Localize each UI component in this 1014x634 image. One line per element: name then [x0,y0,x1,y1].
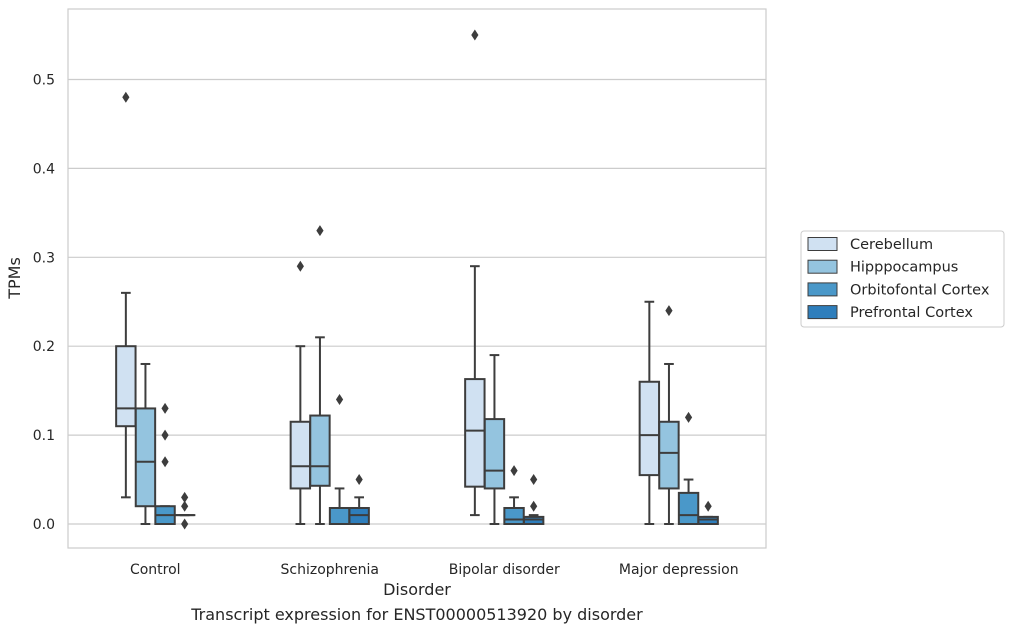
plot-frame [67,8,767,549]
y-tick-label: 0.5 [33,73,55,89]
legend-swatch [807,305,838,320]
box [173,491,196,530]
box [348,474,370,525]
box-body [503,506,525,525]
box [638,300,661,525]
x-tick-label: Major depression [619,562,739,578]
legend-label: Orbitofontal Cortex [850,282,990,298]
outlier-point [355,474,363,486]
box [289,260,312,525]
legend-swatch [807,259,838,274]
outlier-point [161,402,169,414]
y-tick-label: 0.4 [33,161,55,177]
outlier-point [161,429,169,441]
box [309,225,331,525]
outlier-point [181,491,189,503]
series-orbitofontal-cortex [154,394,700,526]
box [115,91,137,499]
legend-swatch [807,282,838,297]
x-axis-label: Disorder [383,580,451,599]
outlier-point [181,500,189,512]
x-tick-label: Bipolar disorder [449,562,560,578]
outlier-point [665,305,673,317]
y-axis-ticks: 0.0 0.1 0.2 0.3 0.4 0.5 [33,73,55,534]
legend: Cerebellum Hipppocampus Orbitofontal Corte… [800,230,1005,328]
box [154,402,176,526]
box-body [677,491,700,526]
outlier-point [181,518,189,530]
box-series [115,29,719,530]
box-body [483,418,506,490]
outlier-point [335,394,344,406]
series-cerebellum [115,29,661,525]
box-body [309,414,331,487]
box [464,29,486,517]
outlier-point [530,500,538,512]
legend-swatch [807,237,838,251]
y-tick-label: 0.2 [33,339,55,355]
box [483,354,506,525]
legend-item: Prefrontal Cortex [807,305,973,321]
box [677,411,700,526]
box [658,305,680,525]
outlier-point [316,225,324,237]
legend-item: Hipppocampus [807,259,958,276]
y-tick-label: 0.3 [33,250,55,266]
x-axis-ticks: Control Schizophrenia Bipolar disorder Majo… [130,562,739,578]
box [697,500,719,526]
outlier-point [684,411,693,423]
legend-item: Orbitofontal Cortex [807,282,990,298]
y-tick-label: 0.0 [33,517,55,533]
x-tick-label: Control [130,562,181,578]
outlier-point [471,29,479,41]
outlier-point [704,500,712,512]
box-body [464,378,486,488]
outlier-point [510,465,518,477]
legend-item: Cerebellum [807,237,933,253]
figure-caption: Transcript expression for ENST0000051392… [191,605,643,624]
outlier-point [296,260,304,272]
box [522,474,545,526]
y-tick-label: 0.1 [33,428,55,444]
x-tick-label: Schizophrenia [281,562,379,578]
box [328,394,351,525]
box-body [638,380,661,477]
box [134,362,157,525]
outlier-point [122,91,130,103]
box-body [134,407,157,508]
series-hipppocampus [134,225,680,525]
legend-label: Prefrontal Cortex [850,305,973,321]
legend-frame [800,230,1005,328]
box-body [658,420,680,490]
box-body [289,420,312,490]
box [503,465,525,525]
box-body [328,506,351,525]
box-body [115,345,137,428]
outlier-point [161,456,169,468]
legend-label: Hipppocampus [850,260,958,276]
legend-label: Cerebellum [850,237,933,253]
series-prefrontal-cortex [173,474,719,530]
outlier-point [530,474,538,486]
y-axis-label: TPMs [5,257,24,300]
